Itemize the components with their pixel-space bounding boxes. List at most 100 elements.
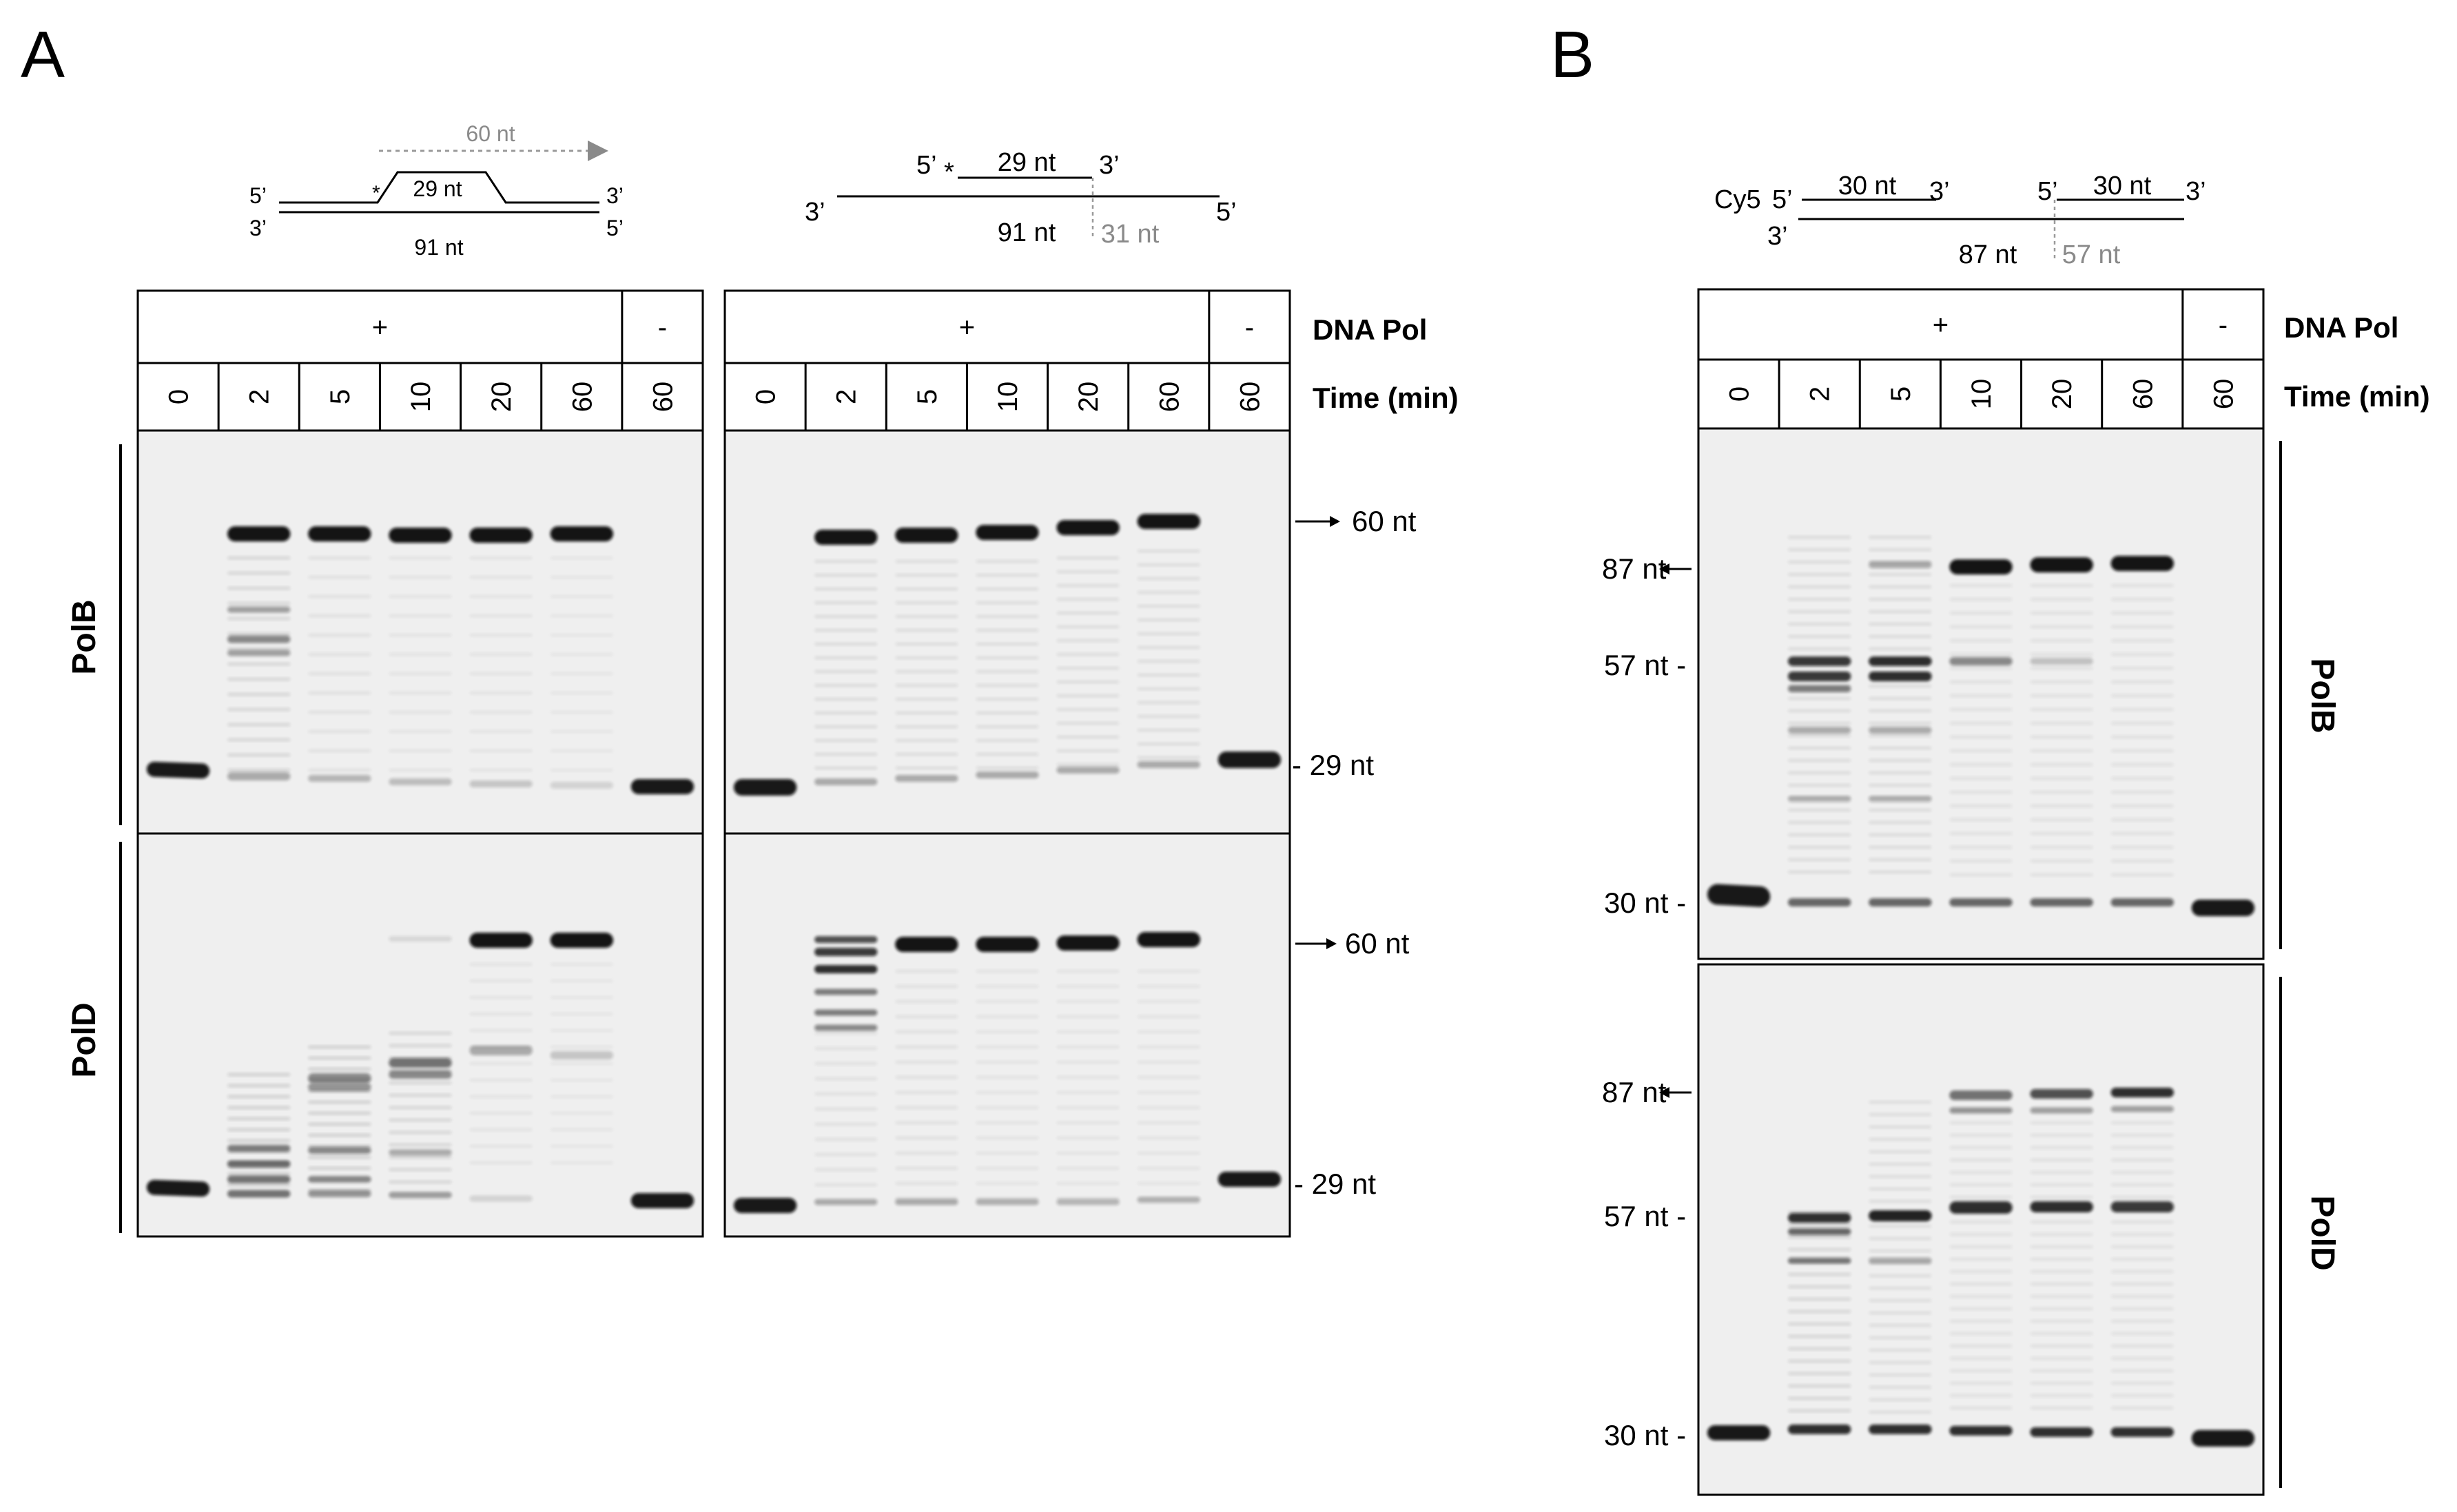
gel-band <box>1869 727 1932 734</box>
gel-band <box>2110 749 2174 753</box>
row-label-pold-b: PolD <box>2304 1195 2341 1270</box>
cy5-label: Cy5 <box>1714 185 1761 214</box>
gel-band <box>1949 707 2013 712</box>
gel-band <box>389 729 452 734</box>
gel-band <box>308 691 371 695</box>
substrate-diagram-a1: 60 nt * 29 nt 5’ 3’ 3’ 5’ 91 nt <box>249 121 624 260</box>
gel-band <box>2110 611 2174 615</box>
gel-band <box>1949 559 2013 574</box>
gel-band <box>2030 1307 2093 1311</box>
gel-band <box>227 1073 291 1077</box>
gel-band <box>1137 577 1200 581</box>
gel-band <box>1869 610 1932 614</box>
gel-band <box>976 1181 1039 1185</box>
gel-band <box>1137 1197 1200 1203</box>
gel-band <box>2110 804 2174 808</box>
gel-band <box>1056 1090 1120 1095</box>
gel-band <box>895 1045 958 1049</box>
gel-band <box>1949 1332 2013 1336</box>
gel-band <box>895 1199 958 1205</box>
gel-band <box>1949 1381 2013 1385</box>
gel-band <box>630 779 695 794</box>
gel-band <box>469 995 533 1000</box>
gel-band <box>1949 611 2013 615</box>
gel-band <box>976 1045 1039 1049</box>
gel-band <box>2110 898 2174 907</box>
gel-band <box>469 780 533 787</box>
time-label-b: Time (min) <box>2284 380 2430 413</box>
end-3-label: 3’ <box>1099 151 1120 180</box>
gel-band <box>469 1128 533 1132</box>
end-5-label: 5’ <box>249 183 267 208</box>
gel-band <box>469 672 533 676</box>
gel-band <box>814 670 878 674</box>
gel-band <box>1056 694 1120 698</box>
gel-band <box>814 725 878 729</box>
gel-band <box>469 1012 533 1016</box>
gel-band <box>308 575 371 579</box>
gel-band <box>1788 585 1851 589</box>
gel-band <box>308 1190 371 1197</box>
gel-band <box>550 1051 613 1059</box>
gel-band <box>1788 1425 1851 1434</box>
gel-band <box>1949 1369 2013 1373</box>
gel-band <box>895 1060 958 1064</box>
gel-band <box>814 752 878 756</box>
gel-band <box>550 556 613 560</box>
gel-band <box>1056 935 1120 951</box>
gel-band <box>814 1009 878 1016</box>
gel-band <box>1949 1344 2013 1348</box>
gel-band <box>1056 1121 1120 1125</box>
gel-band <box>1137 659 1200 663</box>
gel-band <box>389 652 452 656</box>
gel-band <box>1137 673 1200 677</box>
gel-band <box>1869 1323 1932 1327</box>
gel-band <box>469 979 533 983</box>
gel-band <box>469 962 533 966</box>
gel-band <box>814 530 878 545</box>
gel-band <box>469 575 533 579</box>
gel-band <box>976 559 1039 563</box>
gel-band <box>2030 639 2093 643</box>
gel-band <box>227 571 291 575</box>
gel-band <box>2110 1257 2174 1261</box>
marker-label: - 29 nt <box>1294 1168 1376 1200</box>
gel-band <box>1949 1158 2013 1162</box>
gel-band <box>227 1190 291 1198</box>
gel-band <box>814 988 878 995</box>
gel-band <box>2030 763 2093 767</box>
gel-band <box>469 710 533 714</box>
gel-band <box>814 1199 878 1205</box>
gel-band <box>2110 873 2174 877</box>
gel-band <box>1788 1309 1851 1314</box>
gel-band <box>2110 776 2174 780</box>
gel-band <box>227 617 291 621</box>
gel-band <box>814 1152 878 1157</box>
gel-band <box>308 775 371 782</box>
gel-band <box>550 614 613 618</box>
end-3-label-left: 3’ <box>805 198 825 227</box>
gel-band <box>814 1031 878 1035</box>
gel-band <box>895 642 958 646</box>
primer-length-label: 29 nt <box>413 176 462 201</box>
gel-band <box>550 526 613 541</box>
gel-band <box>1137 1060 1200 1064</box>
gel-band <box>1949 1146 2013 1150</box>
gel-band <box>1949 1282 2013 1286</box>
gel-band <box>895 766 958 770</box>
dna-pol-plus-label: + <box>959 313 975 343</box>
gel-band <box>227 738 291 742</box>
gel-band <box>2030 1270 2093 1274</box>
gel-band <box>814 601 878 605</box>
gel-band <box>227 772 291 780</box>
gel-band <box>1949 1356 2013 1360</box>
gel-band <box>1949 1294 2013 1298</box>
gel-band <box>1788 1247 1851 1252</box>
gel-band <box>308 1067 371 1071</box>
gel-band <box>1137 932 1200 947</box>
primer-length-label: 29 nt <box>998 148 1056 177</box>
gel-band <box>976 573 1039 577</box>
gel-band <box>1949 666 2013 670</box>
gel-band <box>1137 1151 1200 1155</box>
gel-band <box>895 614 958 619</box>
